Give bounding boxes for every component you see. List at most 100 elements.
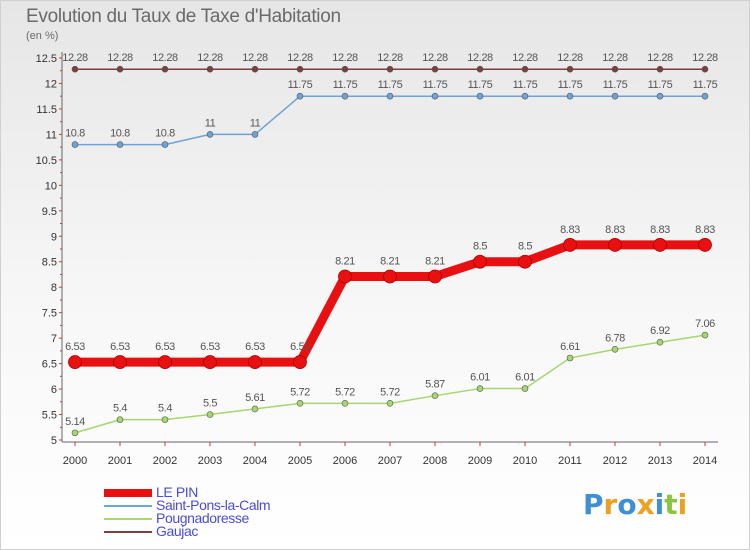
y-tick-label: 7 xyxy=(51,333,57,345)
data-point xyxy=(161,416,169,423)
logo-letter: r xyxy=(603,488,618,521)
data-label: 5.5 xyxy=(203,398,217,410)
y-tick-label: 11.5 xyxy=(36,104,57,116)
data-point xyxy=(653,238,667,252)
data-label: 12.28 xyxy=(692,52,718,64)
data-point xyxy=(431,65,439,73)
data-point xyxy=(656,65,664,73)
data-label: 12.28 xyxy=(242,52,268,64)
data-point xyxy=(296,400,304,407)
data-point xyxy=(113,355,127,369)
data-point xyxy=(248,355,262,369)
data-point xyxy=(206,411,214,418)
data-label: 6.53 xyxy=(200,341,220,353)
data-point xyxy=(161,141,169,148)
data-point xyxy=(116,65,124,73)
data-point xyxy=(611,65,619,73)
data-point xyxy=(701,331,709,339)
data-point xyxy=(476,385,484,392)
data-label: 12.28 xyxy=(602,52,628,64)
data-label: 11.75 xyxy=(378,79,403,91)
data-point xyxy=(341,65,349,73)
data-point xyxy=(701,92,709,100)
x-tick-label: 2002 xyxy=(153,455,177,467)
x-tick-label: 2005 xyxy=(288,455,312,467)
data-label: 11.75 xyxy=(288,79,313,91)
data-point xyxy=(521,385,529,392)
y-tick-label: 10.5 xyxy=(36,155,57,167)
data-label: 12.28 xyxy=(287,52,313,64)
data-point xyxy=(431,392,439,399)
y-tick-label: 6 xyxy=(51,384,57,396)
data-label: 5.72 xyxy=(335,386,355,398)
x-tick-label: 2006 xyxy=(333,455,357,467)
data-point xyxy=(656,92,664,100)
data-label: 6.61 xyxy=(560,341,580,353)
data-point xyxy=(428,269,442,284)
y-tick-label: 5 xyxy=(51,435,57,447)
x-tick-label: 2014 xyxy=(693,455,717,467)
data-label: 12.28 xyxy=(467,52,493,64)
data-point xyxy=(68,355,82,369)
data-point xyxy=(476,92,484,100)
data-label: 12.28 xyxy=(422,52,448,64)
chart-title: Evolution du Taux de Taxe d'Habitation xyxy=(26,6,341,27)
data-label: 8.83 xyxy=(650,224,670,236)
logo-letter: x xyxy=(636,488,655,521)
data-label: 6.53 xyxy=(110,341,130,353)
legend-item: Gaujac xyxy=(104,523,270,539)
data-label: 12.28 xyxy=(557,52,583,64)
data-label: 11.75 xyxy=(513,79,538,91)
data-point xyxy=(206,131,214,138)
data-label: 8.5 xyxy=(473,241,487,253)
data-point xyxy=(386,92,394,100)
x-tick-label: 2008 xyxy=(423,455,447,467)
x-tick-label: 2009 xyxy=(468,455,492,467)
data-label: 8.83 xyxy=(605,224,625,236)
data-label: 11.75 xyxy=(333,79,358,91)
data-label: 11 xyxy=(250,117,261,129)
data-point xyxy=(251,65,259,73)
logo-letter: i xyxy=(677,488,688,521)
data-label: 10.8 xyxy=(110,128,130,140)
data-label: 6.53 xyxy=(65,341,85,353)
data-point xyxy=(71,65,79,73)
data-point xyxy=(116,141,124,148)
legend-swatch xyxy=(104,488,152,497)
y-tick-label: 12.5 xyxy=(36,53,57,65)
data-label: 11.75 xyxy=(603,79,628,91)
data-label: 12.28 xyxy=(512,52,538,64)
data-label: 8.5 xyxy=(518,241,532,253)
x-tick-label: 2003 xyxy=(198,455,222,467)
x-tick-label: 2013 xyxy=(648,455,672,467)
data-point xyxy=(293,355,307,369)
data-point xyxy=(296,92,304,100)
data-label: 6.01 xyxy=(470,372,490,384)
data-label: 11.75 xyxy=(423,79,448,91)
legend-label: Gaujac xyxy=(156,523,198,539)
data-label: 8.21 xyxy=(335,256,355,268)
data-label: 8.83 xyxy=(695,224,715,236)
y-tick-label: 9.5 xyxy=(42,206,57,218)
y-tick-label: 5.5 xyxy=(42,410,57,422)
data-label: 12.28 xyxy=(197,52,223,64)
legend-label: Pougnadoresse xyxy=(156,510,249,526)
data-label: 10.8 xyxy=(155,128,175,140)
data-label: 10.8 xyxy=(65,128,85,140)
x-tick-label: 2001 xyxy=(108,455,132,467)
data-point xyxy=(701,65,709,73)
data-label: 6.53 xyxy=(155,341,175,353)
data-point xyxy=(206,65,214,73)
data-point xyxy=(383,269,397,284)
data-point xyxy=(71,429,79,437)
chart-legend: LE PIN Saint-Pons-la-Calm Pougnadoresse Gau… xyxy=(104,485,271,539)
x-tick-label: 2012 xyxy=(603,455,627,467)
y-tick-label: 6.5 xyxy=(42,359,57,371)
data-point xyxy=(71,141,79,148)
x-tick-label: 2011 xyxy=(558,455,582,467)
y-tick-label: 11 xyxy=(46,129,57,141)
data-label: 5.61 xyxy=(245,392,265,404)
data-label: 6.78 xyxy=(605,332,625,344)
legend-item: Saint-Pons-la-Calm xyxy=(104,498,271,512)
